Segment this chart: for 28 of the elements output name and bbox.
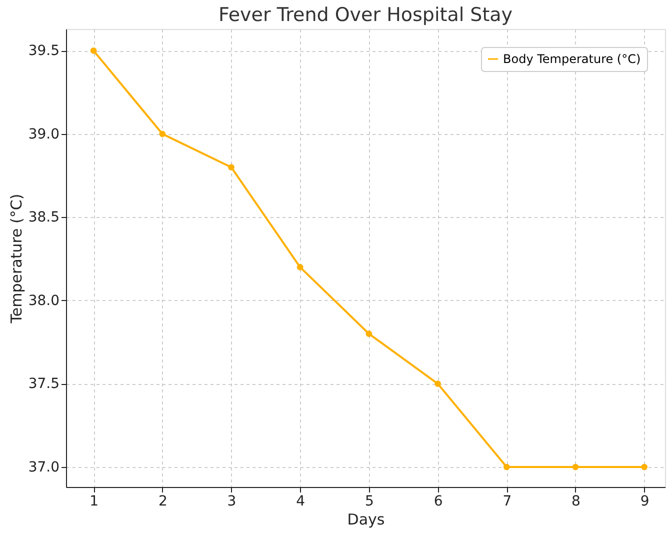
y-tick-label: 38.5 (28, 210, 60, 226)
x-tick-label: 6 (434, 494, 443, 510)
y-tick-label: 39.0 (28, 126, 60, 142)
y-tick-label: 39.5 (28, 43, 60, 60)
x-tick-label: 9 (640, 494, 650, 510)
legend-label: Body Temperature (°C) (503, 52, 641, 66)
chart-title: Fever Trend Over Hospital Stay (218, 4, 513, 26)
point (159, 130, 166, 138)
y-tick-label: 37.5 (28, 376, 60, 392)
x-tick-label: 8 (572, 494, 580, 510)
y-tick-label: 38.0 (28, 292, 60, 309)
point (641, 464, 648, 470)
point (296, 264, 304, 270)
point (366, 330, 372, 337)
x-tick-label: 2 (158, 494, 168, 510)
x-tick-label: 7 (502, 494, 512, 510)
point (434, 380, 441, 387)
y-tick-label: 37.0 (28, 460, 60, 476)
point (90, 47, 97, 54)
x-tick-label: 3 (227, 494, 236, 510)
y-axis-title: Temperature (°C) (7, 194, 26, 324)
x-tick-label: 1 (90, 494, 98, 510)
x-axis-title: Days (347, 510, 385, 528)
x-tick-label: 4 (296, 494, 306, 510)
point (503, 464, 510, 470)
x-tick-label: 5 (364, 494, 374, 510)
point (572, 464, 579, 470)
point (228, 164, 234, 170)
